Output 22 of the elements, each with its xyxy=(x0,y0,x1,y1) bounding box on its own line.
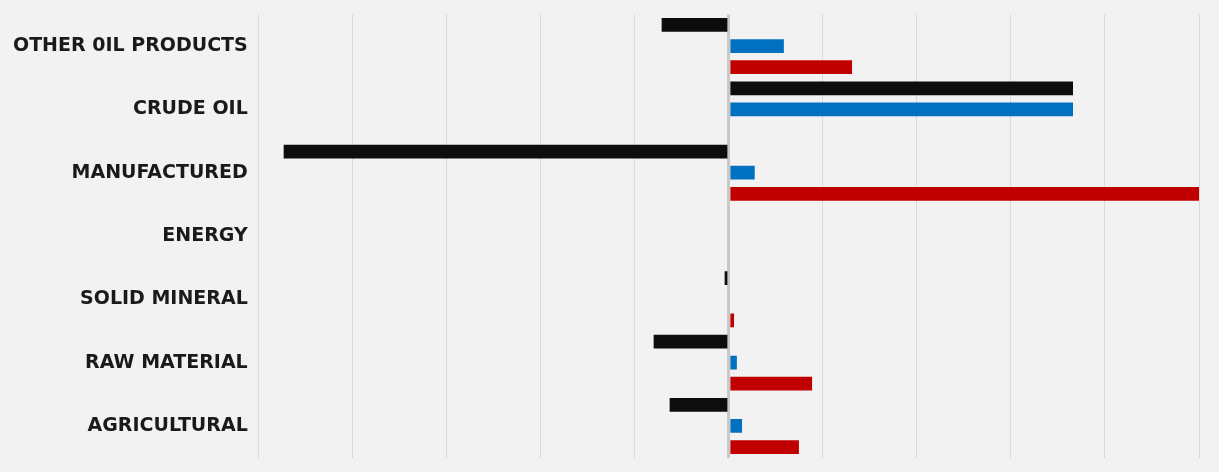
bar xyxy=(730,440,799,454)
bar xyxy=(730,355,737,370)
y-tick-label: ENERGY xyxy=(162,222,248,245)
bar xyxy=(730,186,1199,201)
y-tick-label: AGRICULTURAL xyxy=(87,412,248,435)
bar xyxy=(730,102,1074,117)
y-tick-label: CRUDE OIL xyxy=(133,96,248,119)
bar xyxy=(653,334,728,349)
y-tick-label: RAW MATERIAL xyxy=(85,349,248,372)
bar xyxy=(283,144,728,159)
y-tick-label: MANUFACTURED xyxy=(71,159,248,182)
bar xyxy=(730,60,853,75)
bar xyxy=(730,376,813,391)
y-tick-label: OTHER 0IL PRODUCTS xyxy=(12,32,248,55)
bar xyxy=(730,81,1074,96)
bar xyxy=(661,18,728,32)
bar xyxy=(730,419,743,433)
bar xyxy=(669,397,728,412)
y-tick-label: SOLID MINERAL xyxy=(80,286,248,309)
bar xyxy=(730,39,784,53)
bar xyxy=(730,313,735,328)
bar xyxy=(730,165,755,180)
